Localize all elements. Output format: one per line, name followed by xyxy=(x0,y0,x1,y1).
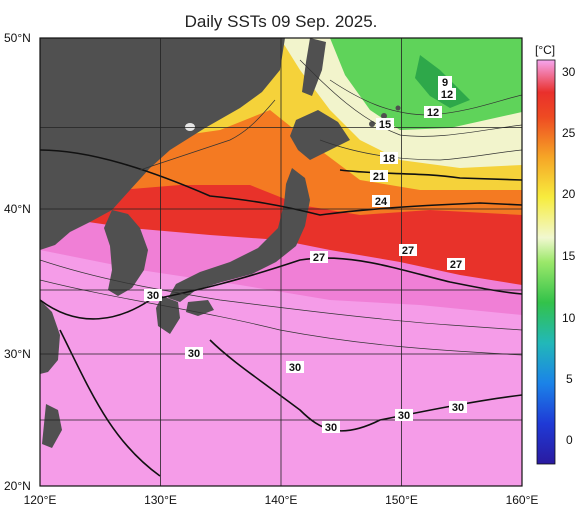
contour-label: 15 xyxy=(379,119,391,131)
grid-lines xyxy=(40,38,522,486)
lat-tick-label: 30°N xyxy=(4,347,31,361)
contour-label: 18 xyxy=(383,153,395,165)
contour-label: 30 xyxy=(398,410,410,422)
lat-tick-label: 20°N xyxy=(4,479,31,493)
contour-label: 21 xyxy=(373,171,385,183)
lon-tick-labels: 120°E 130°E 140°E 150°E 160°E xyxy=(24,493,539,507)
colorbar-tick-label: 10 xyxy=(562,311,576,325)
lon-tick-label: 140°E xyxy=(265,493,298,507)
contour-labels: 9 12 12 15 18 21 24 27 27 27 30 30 30 30… xyxy=(144,76,467,434)
colorbar-tick-label: 20 xyxy=(562,187,576,201)
colorbar-tick-label: 5 xyxy=(566,372,573,386)
lon-tick-label: 160°E xyxy=(506,493,539,507)
map-frame xyxy=(39,37,523,487)
contour-label: 30 xyxy=(147,290,159,302)
colorbar-tick-label: 0 xyxy=(566,433,573,447)
contour-label: 27 xyxy=(450,259,462,271)
contour-label: 30 xyxy=(289,362,301,374)
contour-label: 30 xyxy=(188,348,200,360)
lon-tick-label: 150°E xyxy=(385,493,418,507)
contour-label: 27 xyxy=(313,252,325,264)
lon-tick-label: 130°E xyxy=(144,493,177,507)
lat-tick-labels: 50°N 40°N 30°N 20°N xyxy=(4,31,31,493)
colorbar: [°C] 30 25 20 15 10 5 0 xyxy=(535,43,576,465)
map-title: Daily SSTs 09 Sep. 2025. xyxy=(184,12,378,31)
lat-tick-label: 50°N xyxy=(4,31,31,45)
contour-label: 24 xyxy=(375,196,388,208)
colorbar-tick-label: 25 xyxy=(562,126,576,140)
colorbar-unit: [°C] xyxy=(535,43,555,57)
colorbar-tick-labels: 30 25 20 15 10 5 0 xyxy=(562,65,576,447)
contour-label: 27 xyxy=(402,245,414,257)
contour-label: 12 xyxy=(427,107,439,119)
contour-label: 12 xyxy=(441,89,453,101)
colorbar-tick-label: 15 xyxy=(562,249,576,263)
colorbar-tick-label: 30 xyxy=(562,65,576,79)
lon-tick-label: 120°E xyxy=(24,493,57,507)
contour-label: 9 xyxy=(442,77,448,89)
contour-label: 30 xyxy=(452,402,464,414)
contour-label: 30 xyxy=(325,422,337,434)
lat-tick-label: 40°N xyxy=(4,202,31,216)
